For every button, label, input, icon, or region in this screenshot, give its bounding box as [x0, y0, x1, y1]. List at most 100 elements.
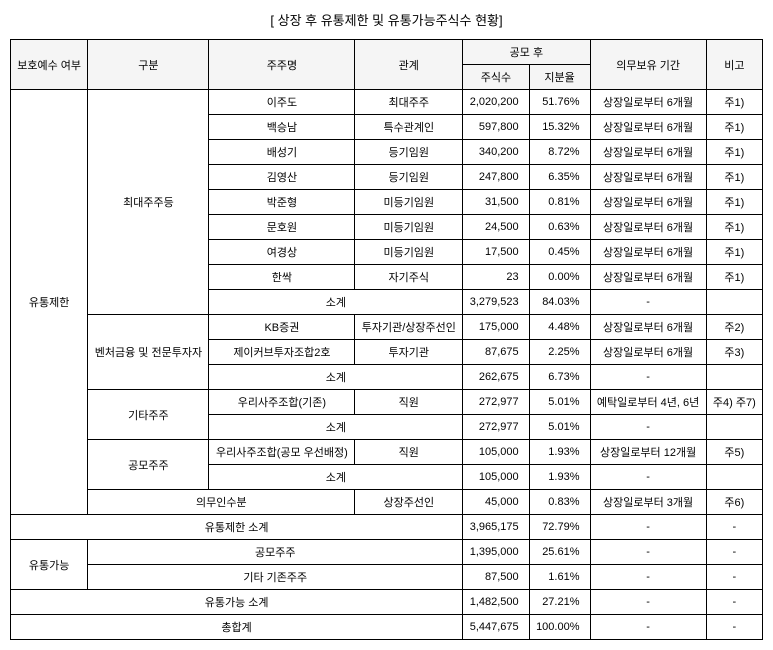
table-row: 공모주주 우리사주조합(공모 우선배정) 직원 105,000 1.93% 상장… — [11, 440, 763, 465]
cell-period: 상장일로부터 6개월 — [590, 265, 706, 290]
table-row: 의무인수분 상장주선인 45,000 0.83% 상장일로부터 3개월 주6) — [11, 490, 763, 515]
public-shareholder-label: 공모주주 — [88, 540, 463, 565]
cell-rel: 등기임원 — [355, 165, 463, 190]
cell-shares: 105,000 — [463, 440, 529, 465]
table-row: 유통제한 최대주주등 이주도 최대주주 2,020,200 51.76% 상장일… — [11, 90, 763, 115]
table-title: [ 상장 후 유통제한 및 유통가능주식수 현황] — [10, 10, 763, 29]
table-row-total: 유통제한 소계 3,965,175 72.79% - - — [11, 515, 763, 540]
cell-shares: 105,000 — [463, 465, 529, 490]
cell-rel: 최대주주 — [355, 90, 463, 115]
cell-period: - — [590, 615, 706, 640]
cell-rel: 등기임원 — [355, 140, 463, 165]
cell-shares: 5,447,675 — [463, 615, 529, 640]
table-row: 벤처금융 및 전문투자자 KB증권 투자기관/상장주선인 175,000 4.4… — [11, 315, 763, 340]
cell-pct: 8.72% — [529, 140, 590, 165]
restricted-subtotal-label: 유통제한 소계 — [11, 515, 463, 540]
cell-note: 주2) — [706, 315, 762, 340]
cell-shares: 175,000 — [463, 315, 529, 340]
cell-rel: 투자기관 — [355, 340, 463, 365]
cell-pct: 5.01% — [529, 415, 590, 440]
cell-shares: 87,500 — [463, 565, 529, 590]
cell-pct: 51.76% — [529, 90, 590, 115]
cell-name: 제이커브투자조합2호 — [209, 340, 355, 365]
cell-rel: 미등기임원 — [355, 190, 463, 215]
cell-note: 주1) — [706, 265, 762, 290]
group-mandatory: 의무인수분 — [88, 490, 355, 515]
table-row: 유통가능 공모주주 1,395,000 25.61% - - — [11, 540, 763, 565]
cell-period: 상장일로부터 6개월 — [590, 140, 706, 165]
header-col3: 주주명 — [209, 40, 355, 90]
cell-rel: 투자기관/상장주선인 — [355, 315, 463, 340]
cell-note: 주1) — [706, 165, 762, 190]
cell-note — [706, 465, 762, 490]
cell-name: 한싹 — [209, 265, 355, 290]
cell-note: 주1) — [706, 190, 762, 215]
cell-name: 이주도 — [209, 90, 355, 115]
cell-rel: 자기주식 — [355, 265, 463, 290]
cell-shares: 1,482,500 — [463, 590, 529, 615]
cell-rel: 상장주선인 — [355, 490, 463, 515]
other-existing-label: 기타 기존주주 — [88, 565, 463, 590]
cell-period: - — [590, 290, 706, 315]
cell-shares: 3,279,523 — [463, 290, 529, 315]
cell-period: 상장일로부터 12개월 — [590, 440, 706, 465]
cell-pct: 6.35% — [529, 165, 590, 190]
cell-period: 상장일로부터 6개월 — [590, 315, 706, 340]
cell-shares: 597,800 — [463, 115, 529, 140]
cell-shares: 17,500 — [463, 240, 529, 265]
header-col6: 의무보유 기간 — [590, 40, 706, 90]
cell-period: - — [590, 465, 706, 490]
cell-rel: 특수관계인 — [355, 115, 463, 140]
header-col1: 보호예수 여부 — [11, 40, 88, 90]
cell-name: 백승남 — [209, 115, 355, 140]
cell-shares: 45,000 — [463, 490, 529, 515]
cell-name: 문호원 — [209, 215, 355, 240]
group-public: 공모주주 — [88, 440, 209, 490]
cell-name: 박준형 — [209, 190, 355, 215]
cell-note: - — [706, 615, 762, 640]
cell-note: - — [706, 565, 762, 590]
cell-note — [706, 290, 762, 315]
cell-name: 김영산 — [209, 165, 355, 190]
cell-note: 주5) — [706, 440, 762, 465]
cell-pct: 5.01% — [529, 390, 590, 415]
cell-rel: 미등기임원 — [355, 240, 463, 265]
group-venture: 벤처금융 및 전문투자자 — [88, 315, 209, 390]
cell-pct: 100.00% — [529, 615, 590, 640]
cell-period: 상장일로부터 6개월 — [590, 240, 706, 265]
cell-shares: 1,395,000 — [463, 540, 529, 565]
cell-shares: 23 — [463, 265, 529, 290]
header-col5b: 지분율 — [529, 65, 590, 90]
cell-name: 여경상 — [209, 240, 355, 265]
subtotal-label: 소계 — [209, 290, 463, 315]
cell-period: - — [590, 590, 706, 615]
cell-note: 주6) — [706, 490, 762, 515]
section-available: 유통가능 — [11, 540, 88, 590]
cell-shares: 340,200 — [463, 140, 529, 165]
cell-period: 예탁일로부터 4년, 6년 — [590, 390, 706, 415]
cell-pct: 4.48% — [529, 315, 590, 340]
cell-pct: 0.00% — [529, 265, 590, 290]
cell-pct: 25.61% — [529, 540, 590, 565]
cell-note — [706, 365, 762, 390]
cell-note: 주1) — [706, 215, 762, 240]
group-other: 기타주주 — [88, 390, 209, 440]
group-major: 최대주주등 — [88, 90, 209, 315]
cell-pct: 1.93% — [529, 465, 590, 490]
cell-shares: 2,020,200 — [463, 90, 529, 115]
header-col4: 관계 — [355, 40, 463, 90]
cell-pct: 0.83% — [529, 490, 590, 515]
cell-pct: 0.45% — [529, 240, 590, 265]
cell-name: 우리사주조합(공모 우선배정) — [209, 440, 355, 465]
cell-shares: 272,977 — [463, 390, 529, 415]
section-restricted: 유통제한 — [11, 90, 88, 515]
cell-pct: 0.63% — [529, 215, 590, 240]
cell-pct: 27.21% — [529, 590, 590, 615]
cell-pct: 84.03% — [529, 290, 590, 315]
grand-total-label: 총합계 — [11, 615, 463, 640]
cell-note: 주1) — [706, 240, 762, 265]
cell-note — [706, 415, 762, 440]
cell-shares: 31,500 — [463, 190, 529, 215]
cell-shares: 24,500 — [463, 215, 529, 240]
cell-shares: 3,965,175 — [463, 515, 529, 540]
